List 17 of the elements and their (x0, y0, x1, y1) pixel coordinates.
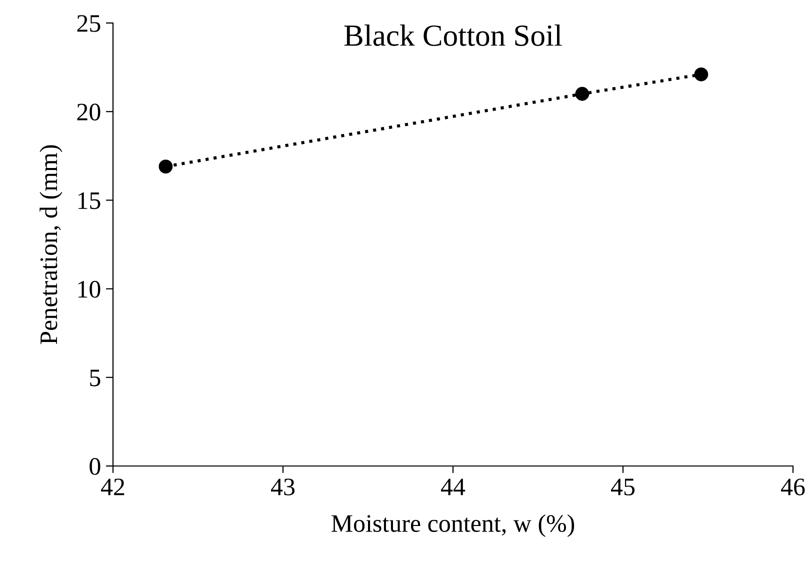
y-tick-label: 5 (90, 370, 100, 386)
x-tick-label: 44 (440, 478, 466, 496)
point (694, 67, 708, 82)
x-tick-label: 42 (100, 478, 124, 496)
y-tick-label: 0 (90, 458, 100, 475)
y-axis-title: Penetration, d (mm) (40, 145, 62, 344)
y-tick-label: 20 (77, 104, 100, 121)
chart-title: Black Cotton Soil (344, 24, 562, 46)
y-tick-label: 25 (77, 15, 100, 32)
x-tick-label: 45 (610, 478, 635, 496)
x-tick-label: 46 (780, 478, 805, 496)
point (575, 86, 590, 101)
y-tick-label: 10 (78, 280, 100, 298)
point (158, 160, 173, 174)
y-tick-label: 15 (78, 192, 100, 210)
x-tick-label: 43 (270, 478, 295, 496)
x-axis-title: Moisture content, w (%) (332, 514, 574, 538)
